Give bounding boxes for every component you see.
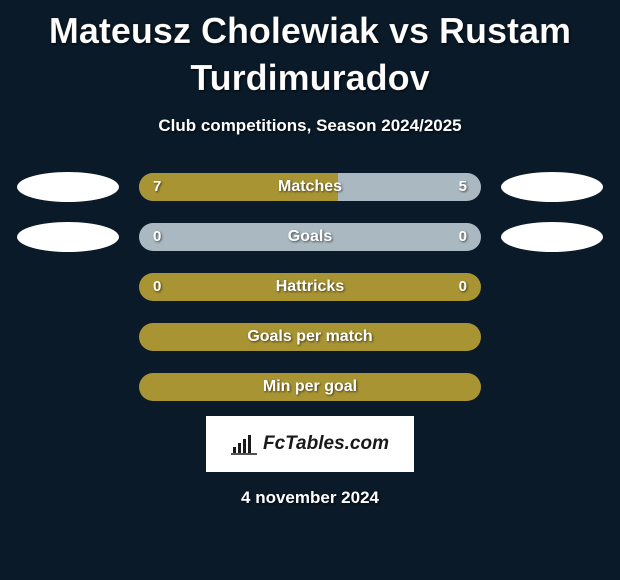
row-matches: 7 Matches 5 bbox=[0, 172, 620, 202]
bar-goals: 0 Goals 0 bbox=[139, 223, 481, 251]
comparison-rows: 7 Matches 5 0 Goals 0 0 Hattricks 0 Goal… bbox=[0, 172, 620, 402]
bar-right-value: 0 bbox=[459, 223, 467, 251]
row-goals-per-match: Goals per match bbox=[0, 322, 620, 352]
player-right-marker bbox=[501, 172, 603, 202]
row-min-per-goal: Min per goal bbox=[0, 372, 620, 402]
player-left-marker bbox=[17, 222, 119, 252]
bar-matches: 7 Matches 5 bbox=[139, 173, 481, 201]
bar-label: Matches bbox=[139, 173, 481, 201]
bar-label: Goals bbox=[139, 223, 481, 251]
player-right-marker bbox=[501, 222, 603, 252]
bar-chart-icon bbox=[231, 433, 257, 455]
bar-right-value: 0 bbox=[459, 273, 467, 301]
page-subtitle: Club competitions, Season 2024/2025 bbox=[0, 116, 620, 136]
bar-label: Hattricks bbox=[139, 273, 481, 301]
bar-hattricks: 0 Hattricks 0 bbox=[139, 273, 481, 301]
page-title: Mateusz Cholewiak vs Rustam Turdimuradov bbox=[0, 0, 620, 102]
logo-box: FcTables.com bbox=[206, 416, 414, 472]
bar-label: Min per goal bbox=[139, 373, 481, 401]
date-label: 4 november 2024 bbox=[0, 488, 620, 508]
row-goals: 0 Goals 0 bbox=[0, 222, 620, 252]
bar-label: Goals per match bbox=[139, 323, 481, 351]
player-left-marker bbox=[17, 172, 119, 202]
bar-min-per-goal: Min per goal bbox=[139, 373, 481, 401]
row-hattricks: 0 Hattricks 0 bbox=[0, 272, 620, 302]
logo-text: FcTables.com bbox=[263, 433, 389, 455]
bar-goals-per-match: Goals per match bbox=[139, 323, 481, 351]
bar-right-value: 5 bbox=[459, 173, 467, 201]
